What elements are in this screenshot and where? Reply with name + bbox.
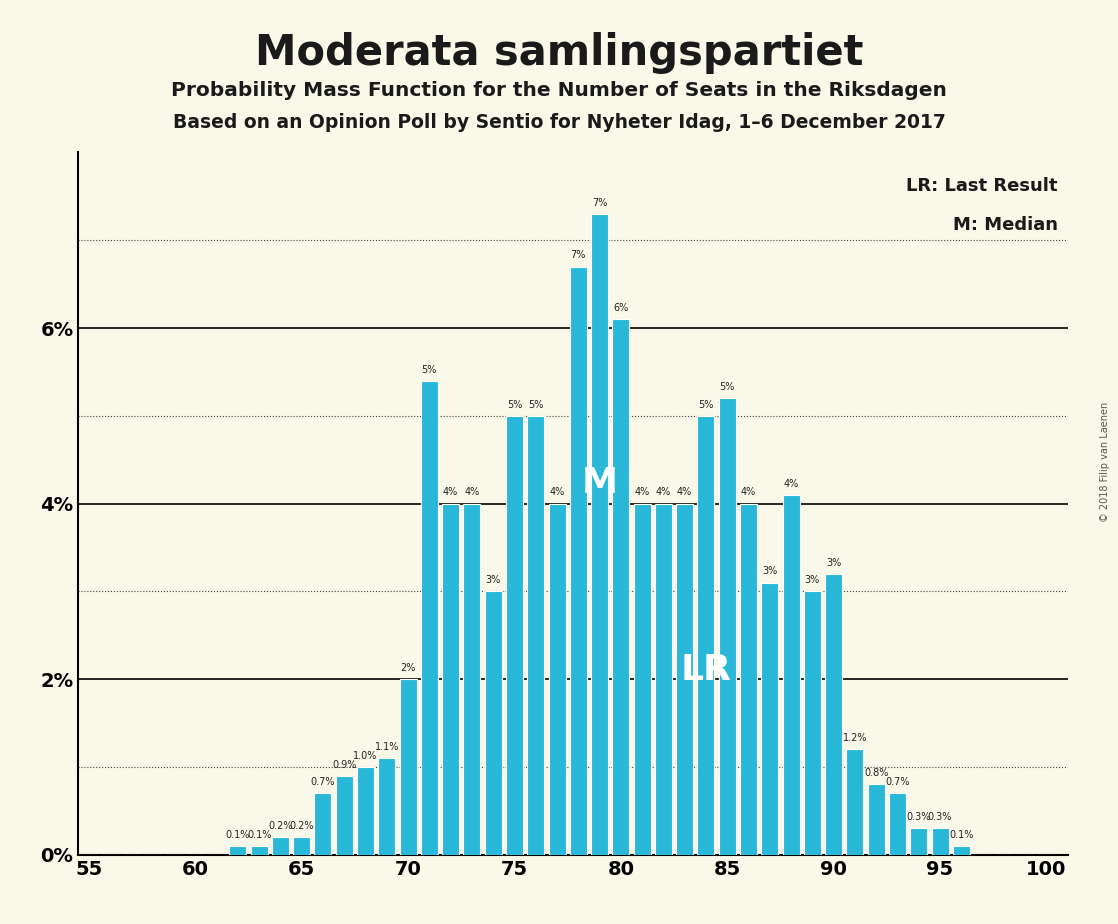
Text: 0.8%: 0.8% xyxy=(864,769,889,778)
Bar xyxy=(761,583,778,855)
Text: Based on an Opinion Poll by Sentio for Nyheter Idag, 1–6 December 2017: Based on an Opinion Poll by Sentio for N… xyxy=(172,113,946,132)
Bar xyxy=(506,416,523,855)
Text: 4%: 4% xyxy=(678,488,692,497)
Text: 3%: 3% xyxy=(805,576,819,585)
Text: 4%: 4% xyxy=(656,488,671,497)
Bar xyxy=(825,574,842,855)
Bar xyxy=(528,416,544,855)
Text: 2%: 2% xyxy=(400,663,416,673)
Text: 3%: 3% xyxy=(762,566,777,577)
Text: 5%: 5% xyxy=(506,400,522,409)
Bar xyxy=(889,793,906,855)
Bar xyxy=(613,320,629,855)
Bar xyxy=(953,846,969,855)
Text: 0.2%: 0.2% xyxy=(290,821,314,831)
Text: 1.1%: 1.1% xyxy=(375,742,399,752)
Bar xyxy=(931,829,948,855)
Bar xyxy=(442,504,459,855)
Bar xyxy=(783,495,799,855)
Bar xyxy=(634,504,651,855)
Text: 0.7%: 0.7% xyxy=(885,777,910,787)
Bar xyxy=(591,214,608,855)
Text: 3%: 3% xyxy=(485,576,501,585)
Bar xyxy=(335,776,353,855)
Text: Probability Mass Function for the Number of Seats in the Riksdagen: Probability Mass Function for the Number… xyxy=(171,81,947,101)
Text: 0.7%: 0.7% xyxy=(311,777,335,787)
Text: 4%: 4% xyxy=(635,488,650,497)
Text: 0.3%: 0.3% xyxy=(928,812,953,822)
Bar xyxy=(293,837,310,855)
Text: 4%: 4% xyxy=(549,488,565,497)
Bar xyxy=(740,504,757,855)
Bar xyxy=(804,591,821,855)
Text: 5%: 5% xyxy=(528,400,543,409)
Bar xyxy=(719,398,736,855)
Text: 0.9%: 0.9% xyxy=(332,760,357,770)
Bar xyxy=(378,758,396,855)
Bar xyxy=(868,784,884,855)
Bar xyxy=(272,837,288,855)
Text: 5%: 5% xyxy=(421,365,437,374)
Bar xyxy=(357,767,375,855)
Bar xyxy=(250,846,267,855)
Text: LR: Last Result: LR: Last Result xyxy=(907,177,1058,195)
Text: 1.0%: 1.0% xyxy=(353,751,378,760)
Bar xyxy=(463,504,481,855)
Text: 0.2%: 0.2% xyxy=(268,821,293,831)
Text: 4%: 4% xyxy=(784,479,798,489)
Text: 4%: 4% xyxy=(464,488,480,497)
Text: 3%: 3% xyxy=(826,558,841,567)
Bar xyxy=(698,416,714,855)
Text: 7%: 7% xyxy=(591,198,607,208)
Text: 0.3%: 0.3% xyxy=(907,812,931,822)
Text: 4%: 4% xyxy=(741,488,756,497)
Bar xyxy=(846,749,863,855)
Text: 6%: 6% xyxy=(614,303,628,313)
Bar xyxy=(420,381,438,855)
Text: Moderata samlingspartiet: Moderata samlingspartiet xyxy=(255,32,863,74)
Text: 0.1%: 0.1% xyxy=(226,830,250,840)
Bar xyxy=(655,504,672,855)
Text: © 2018 Filip van Laenen: © 2018 Filip van Laenen xyxy=(1100,402,1110,522)
Bar xyxy=(485,591,502,855)
Bar xyxy=(570,267,587,855)
Bar xyxy=(549,504,566,855)
Text: 4%: 4% xyxy=(443,488,458,497)
Text: 0.1%: 0.1% xyxy=(247,830,272,840)
Bar xyxy=(676,504,693,855)
Text: M: M xyxy=(581,466,617,500)
Text: 0.1%: 0.1% xyxy=(949,830,974,840)
Bar xyxy=(229,846,246,855)
Text: M: Median: M: Median xyxy=(953,215,1058,234)
Text: 5%: 5% xyxy=(720,383,735,392)
Text: 5%: 5% xyxy=(699,400,713,409)
Bar xyxy=(910,829,927,855)
Bar xyxy=(314,793,331,855)
Text: LR: LR xyxy=(681,653,731,687)
Bar xyxy=(399,679,417,855)
Text: 7%: 7% xyxy=(570,250,586,261)
Text: 1.2%: 1.2% xyxy=(843,734,868,743)
